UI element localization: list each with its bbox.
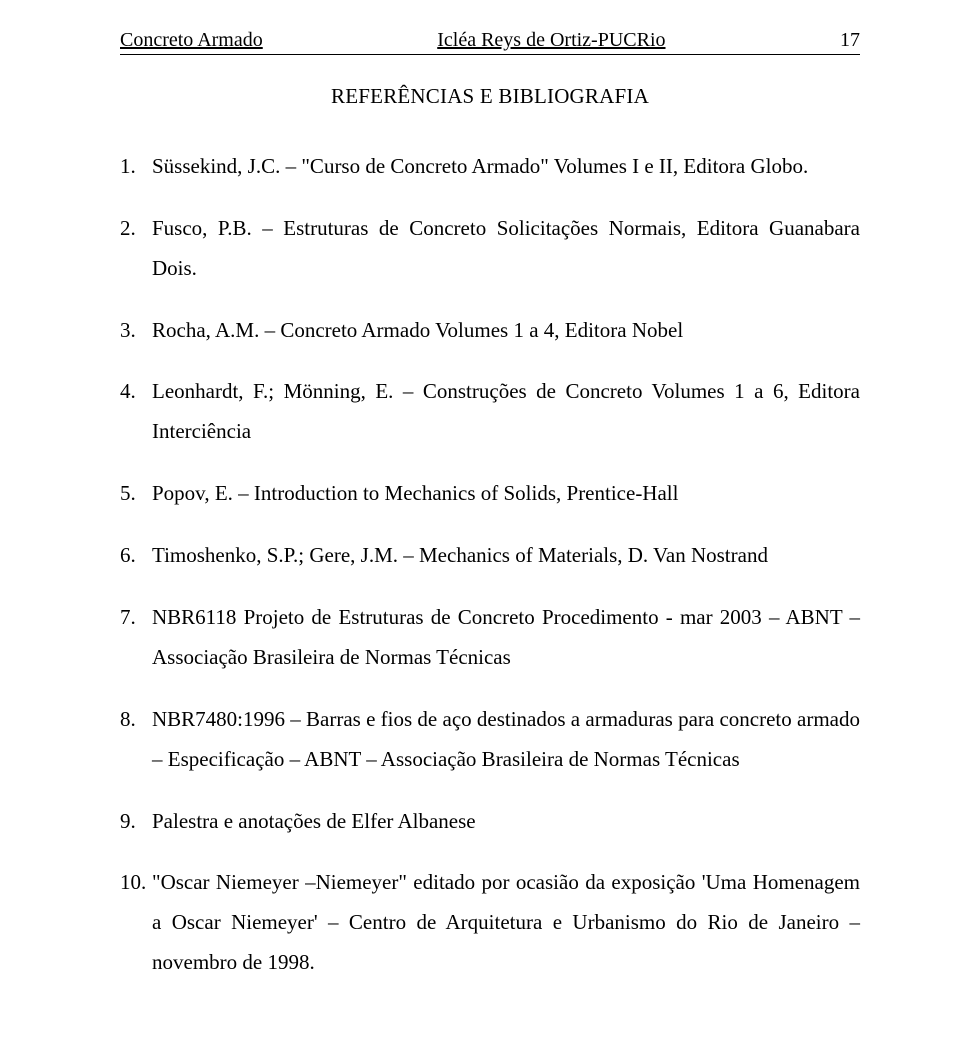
reference-item: NBR7480:1996 – Barras e fios de aço dest… <box>120 700 860 780</box>
page: Concreto Armado Icléa Reys de Ortiz-PUCR… <box>0 0 960 1045</box>
reference-item: Rocha, A.M. – Concreto Armado Volumes 1 … <box>120 311 860 351</box>
running-header: Concreto Armado Icléa Reys de Ortiz-PUCR… <box>120 28 860 52</box>
reference-item: Leonhardt, F.; Mönning, E. – Construções… <box>120 372 860 452</box>
reference-list: Süssekind, J.C. – "Curso de Concreto Arm… <box>120 147 860 983</box>
reference-item: Fusco, P.B. – Estruturas de Concreto Sol… <box>120 209 860 289</box>
reference-item: Süssekind, J.C. – "Curso de Concreto Arm… <box>120 147 860 187</box>
reference-item: Popov, E. – Introduction to Mechanics of… <box>120 474 860 514</box>
reference-item: Palestra e anotações de Elfer Albanese <box>120 802 860 842</box>
header-center: Icléa Reys de Ortiz-PUCRio <box>437 28 665 52</box>
header-page-number: 17 <box>840 28 860 52</box>
header-left: Concreto Armado <box>120 28 263 52</box>
reference-item: "Oscar Niemeyer –Niemeyer" editado por o… <box>120 863 860 983</box>
section-title: REFERÊNCIAS E BIBLIOGRAFIA <box>120 77 860 117</box>
reference-item: NBR6118 Projeto de Estruturas de Concret… <box>120 598 860 678</box>
header-rule <box>120 54 860 55</box>
reference-item: Timoshenko, S.P.; Gere, J.M. – Mechanics… <box>120 536 860 576</box>
